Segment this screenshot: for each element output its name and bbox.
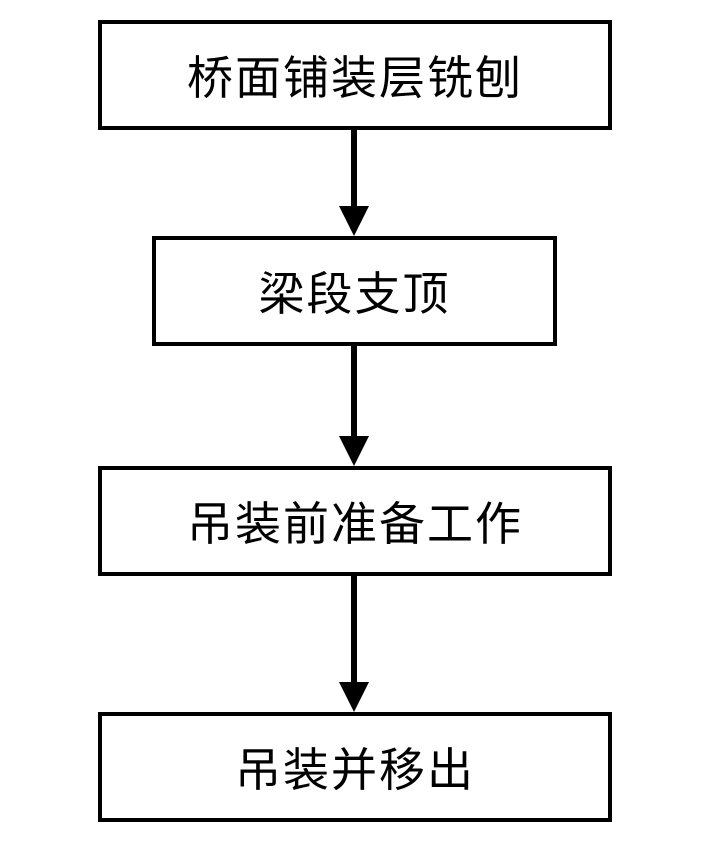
step-4-box: 吊装并移出 <box>98 712 612 822</box>
step-3-box: 吊装前准备工作 <box>98 466 612 576</box>
step-1-label: 桥面铺装层铣刨 <box>187 42 523 108</box>
step-2-label: 梁段支顶 <box>259 258 451 324</box>
arrow-2-3-head <box>339 436 369 466</box>
step-4-label: 吊装并移出 <box>235 734 475 800</box>
flowchart-canvas: 桥面铺装层铣刨 梁段支顶 吊装前准备工作 吊装并移出 <box>0 0 709 853</box>
arrow-2-3-shaft <box>351 346 357 436</box>
arrow-3-4-head <box>339 682 369 712</box>
step-1-box: 桥面铺装层铣刨 <box>98 20 612 130</box>
arrow-1-2-head <box>339 206 369 236</box>
arrow-3-4-shaft <box>351 576 357 682</box>
step-2-box: 梁段支顶 <box>152 236 557 346</box>
arrow-1-2-shaft <box>351 130 357 206</box>
step-3-label: 吊装前准备工作 <box>187 488 523 554</box>
